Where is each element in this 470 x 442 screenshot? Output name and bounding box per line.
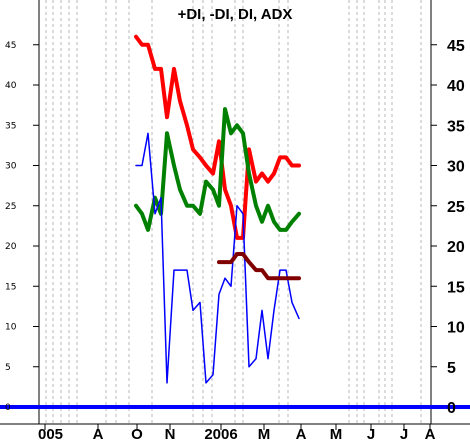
y-tick-label-left-25: 25 xyxy=(5,202,16,212)
chart-title: +DI, -DI, DI, ADX xyxy=(178,6,293,23)
y-tick-label-left-40: 40 xyxy=(5,81,17,91)
x-tick-label-8: M xyxy=(330,426,343,442)
y-tick-label-left-20: 20 xyxy=(5,242,17,252)
x-tick-label-7: A xyxy=(296,426,307,442)
x-tick-label-9: J xyxy=(367,426,375,442)
y-tick-label-right-20: 20 xyxy=(447,239,465,256)
x-tick-label-3: O xyxy=(131,426,143,442)
x-tick-label-5: 2006 xyxy=(204,426,237,442)
series-line-2 xyxy=(134,107,301,232)
y-tick-label-left-5: 5 xyxy=(5,363,11,373)
x-tick-label-2: A xyxy=(93,426,104,442)
y-tick-label-left-35: 35 xyxy=(5,121,16,131)
y-tick-label-left-10: 10 xyxy=(5,323,17,333)
y-tick-label-right-25: 25 xyxy=(447,199,465,216)
y-tick-label-left-45: 45 xyxy=(5,41,16,51)
y-tick-label-right-0: 0 xyxy=(447,400,456,417)
y-tick-label-right-30: 30 xyxy=(447,159,465,176)
y-tick-label-right-15: 15 xyxy=(447,279,465,296)
y-tick-label-right-35: 35 xyxy=(447,118,465,135)
y-tick-label-left-15: 15 xyxy=(5,282,16,292)
series-line-4 xyxy=(217,252,301,281)
x-tick-label-10: J xyxy=(400,426,408,442)
y-tick-label-right-10: 10 xyxy=(447,320,465,337)
y-tick-label-left-0: 0 xyxy=(5,403,11,413)
x-tick-label-1: 005 xyxy=(38,426,63,442)
y-tick-label-right-45: 45 xyxy=(447,38,465,55)
y-tick-label-right-40: 40 xyxy=(447,78,465,95)
x-tick-label-6: M xyxy=(258,426,271,442)
x-tick-label-11: A xyxy=(425,426,436,442)
series-line-1 xyxy=(134,34,301,240)
y-tick-label-right-5: 5 xyxy=(447,360,456,377)
y-tick-label-left-30: 30 xyxy=(5,162,17,172)
x-tick-label-4: N xyxy=(165,426,176,442)
series-line-3 xyxy=(135,132,300,384)
